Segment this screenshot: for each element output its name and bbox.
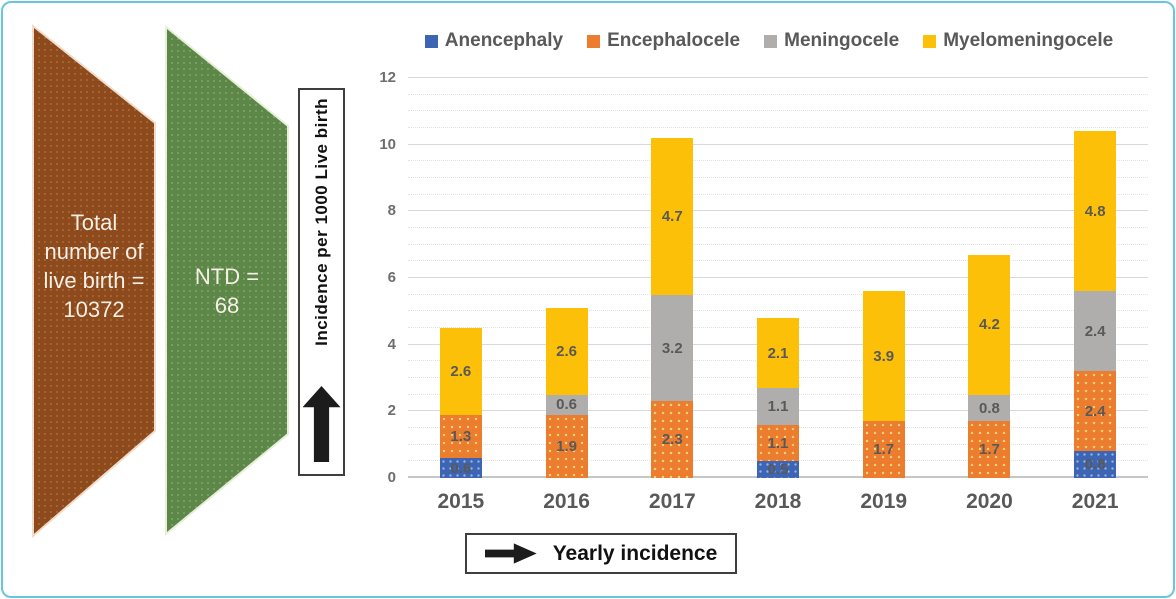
segment-value-label: 0.8	[978, 399, 1000, 417]
segment-value-label: 2.6	[556, 342, 577, 360]
bar-segment: 2.4	[1074, 371, 1117, 452]
bar-segment: 0.8	[968, 394, 1011, 422]
legend-label: Encephalocele	[607, 30, 741, 51]
segment-value-label: 4.2	[978, 316, 1000, 334]
legend-label: Myelomeningocele	[943, 30, 1114, 51]
y-tick-label: 4	[387, 335, 396, 353]
segment-value-label: 3.2	[661, 339, 683, 357]
y-axis-label-box: Incidence per 1000 Live birth	[298, 88, 345, 476]
x-category-label: 2016	[543, 490, 590, 513]
y-axis-label: Incidence per 1000 Live birth	[311, 98, 331, 346]
legend-swatch	[424, 34, 438, 48]
y-tick-label: 2	[387, 402, 396, 420]
x-category-label: 2018	[754, 490, 802, 513]
bar-segment: 1.3	[439, 414, 482, 458]
bar-segment: 2.4	[1074, 291, 1117, 372]
bar-segment: 0.6	[439, 458, 482, 478]
bar-segment: 4.2	[968, 254, 1011, 395]
legend-item: Myelomeningocele	[923, 30, 1113, 52]
bar-segment: 3.2	[651, 294, 694, 402]
plot-area: 0246810120.61.302.6201501.90.62.6201602.…	[379, 69, 1148, 513]
gridline-major	[408, 77, 1148, 78]
segment-value-label: 2.1	[767, 344, 789, 362]
legend-item: Anencephaly	[424, 30, 564, 52]
bar-segment: 2.1	[757, 318, 799, 388]
gridline-minor	[408, 310, 1148, 312]
bar-segment: 0.8	[1074, 451, 1117, 478]
bar-segment: 1.7	[862, 421, 905, 478]
x-category-label: 2019	[860, 490, 908, 513]
segment-value-label: 4.8	[1084, 202, 1106, 220]
up-arrow-icon	[302, 386, 341, 462]
bar-segment: 4.8	[1074, 131, 1117, 292]
segment-value-label: 0.5	[767, 461, 789, 479]
segment-value-label: 2.4	[1084, 402, 1106, 420]
y-tick-label: 8	[387, 202, 396, 220]
segment-value-label: 0.8	[1084, 456, 1106, 474]
segment-value-label: 1.7	[978, 441, 1000, 459]
x-axis-label-box: Yearly incidence	[465, 533, 737, 574]
ntd-shape	[165, 25, 289, 536]
total-live-birth-label: Total number of live birth = 10372	[43, 210, 145, 323]
segment-value-label: 1.1	[767, 434, 789, 452]
segment-value-label: 1.9	[556, 437, 577, 455]
bar-segment: 1.1	[757, 388, 799, 425]
gridline-minor	[408, 260, 1148, 262]
legend-swatch	[764, 34, 778, 48]
right-arrow-icon	[484, 543, 537, 564]
bar-segment: 2.6	[439, 328, 482, 415]
x-category-label: 2020	[966, 490, 1013, 513]
segment-value-label: 4.7	[661, 207, 683, 225]
legend: Anencephaly Encephalocele Meningocele Myelo…	[390, 30, 1148, 52]
y-tick-label: 6	[387, 269, 396, 286]
ntd-label: NTD = 68	[194, 264, 260, 319]
y-tick-label: 12	[379, 69, 396, 86]
legend-item: Meningocele	[764, 30, 899, 52]
gridline-minor	[408, 93, 1148, 95]
total-live-birth-shape	[32, 24, 156, 538]
segment-value-label: 0.6	[556, 396, 577, 414]
segment-value-label: 1.7	[873, 441, 895, 459]
segment-value-label: 2.3	[661, 431, 683, 449]
gridline-major	[408, 210, 1148, 212]
y-tick-label: 10	[379, 135, 396, 153]
x-category-label: 2017	[648, 490, 696, 513]
legend-label: Meningocele	[784, 30, 900, 51]
gridline-minor	[408, 193, 1148, 195]
segment-value-label: 1.3	[450, 427, 472, 445]
bar-segment: 1.1	[757, 424, 799, 462]
x-axis-label: Yearly incidence	[552, 541, 718, 565]
y-tick-label: 0	[387, 469, 396, 486]
segment-value-label: 1.1	[767, 397, 789, 415]
bar-segment: 1.9	[545, 414, 588, 478]
gridline-minor	[408, 160, 1148, 162]
gridline-minor	[408, 127, 1148, 128]
gridline-major	[408, 143, 1148, 145]
gridline-minor	[408, 227, 1148, 228]
segment-value-label: 0.6	[450, 459, 472, 477]
x-category-label: 2021	[1071, 490, 1119, 513]
legend-swatch	[587, 34, 601, 48]
gridline-minor	[408, 243, 1148, 245]
gridline-minor	[408, 293, 1148, 295]
segment-value-label: 2.4	[1084, 322, 1106, 340]
bar-segment: 1.7	[968, 421, 1011, 478]
gridline-minor	[408, 110, 1148, 112]
x-category-label: 2015	[437, 490, 485, 513]
segment-value-label: 2.6	[450, 362, 472, 380]
bar-segment: 2.6	[545, 308, 588, 395]
bar-segment: 0.5	[757, 461, 799, 478]
bar-segment: 3.9	[862, 291, 905, 422]
bar-segment: 4.7	[651, 138, 694, 295]
segment-value-label: 3.9	[873, 347, 895, 365]
legend-swatch	[923, 34, 937, 48]
bar-segment: 0.6	[545, 394, 588, 415]
legend-item: Encephalocele	[587, 30, 740, 52]
gridline-minor	[408, 177, 1148, 178]
gridline-major	[408, 277, 1148, 278]
legend-label: Anencephaly	[444, 30, 564, 51]
bar-segment: 2.3	[651, 401, 694, 478]
